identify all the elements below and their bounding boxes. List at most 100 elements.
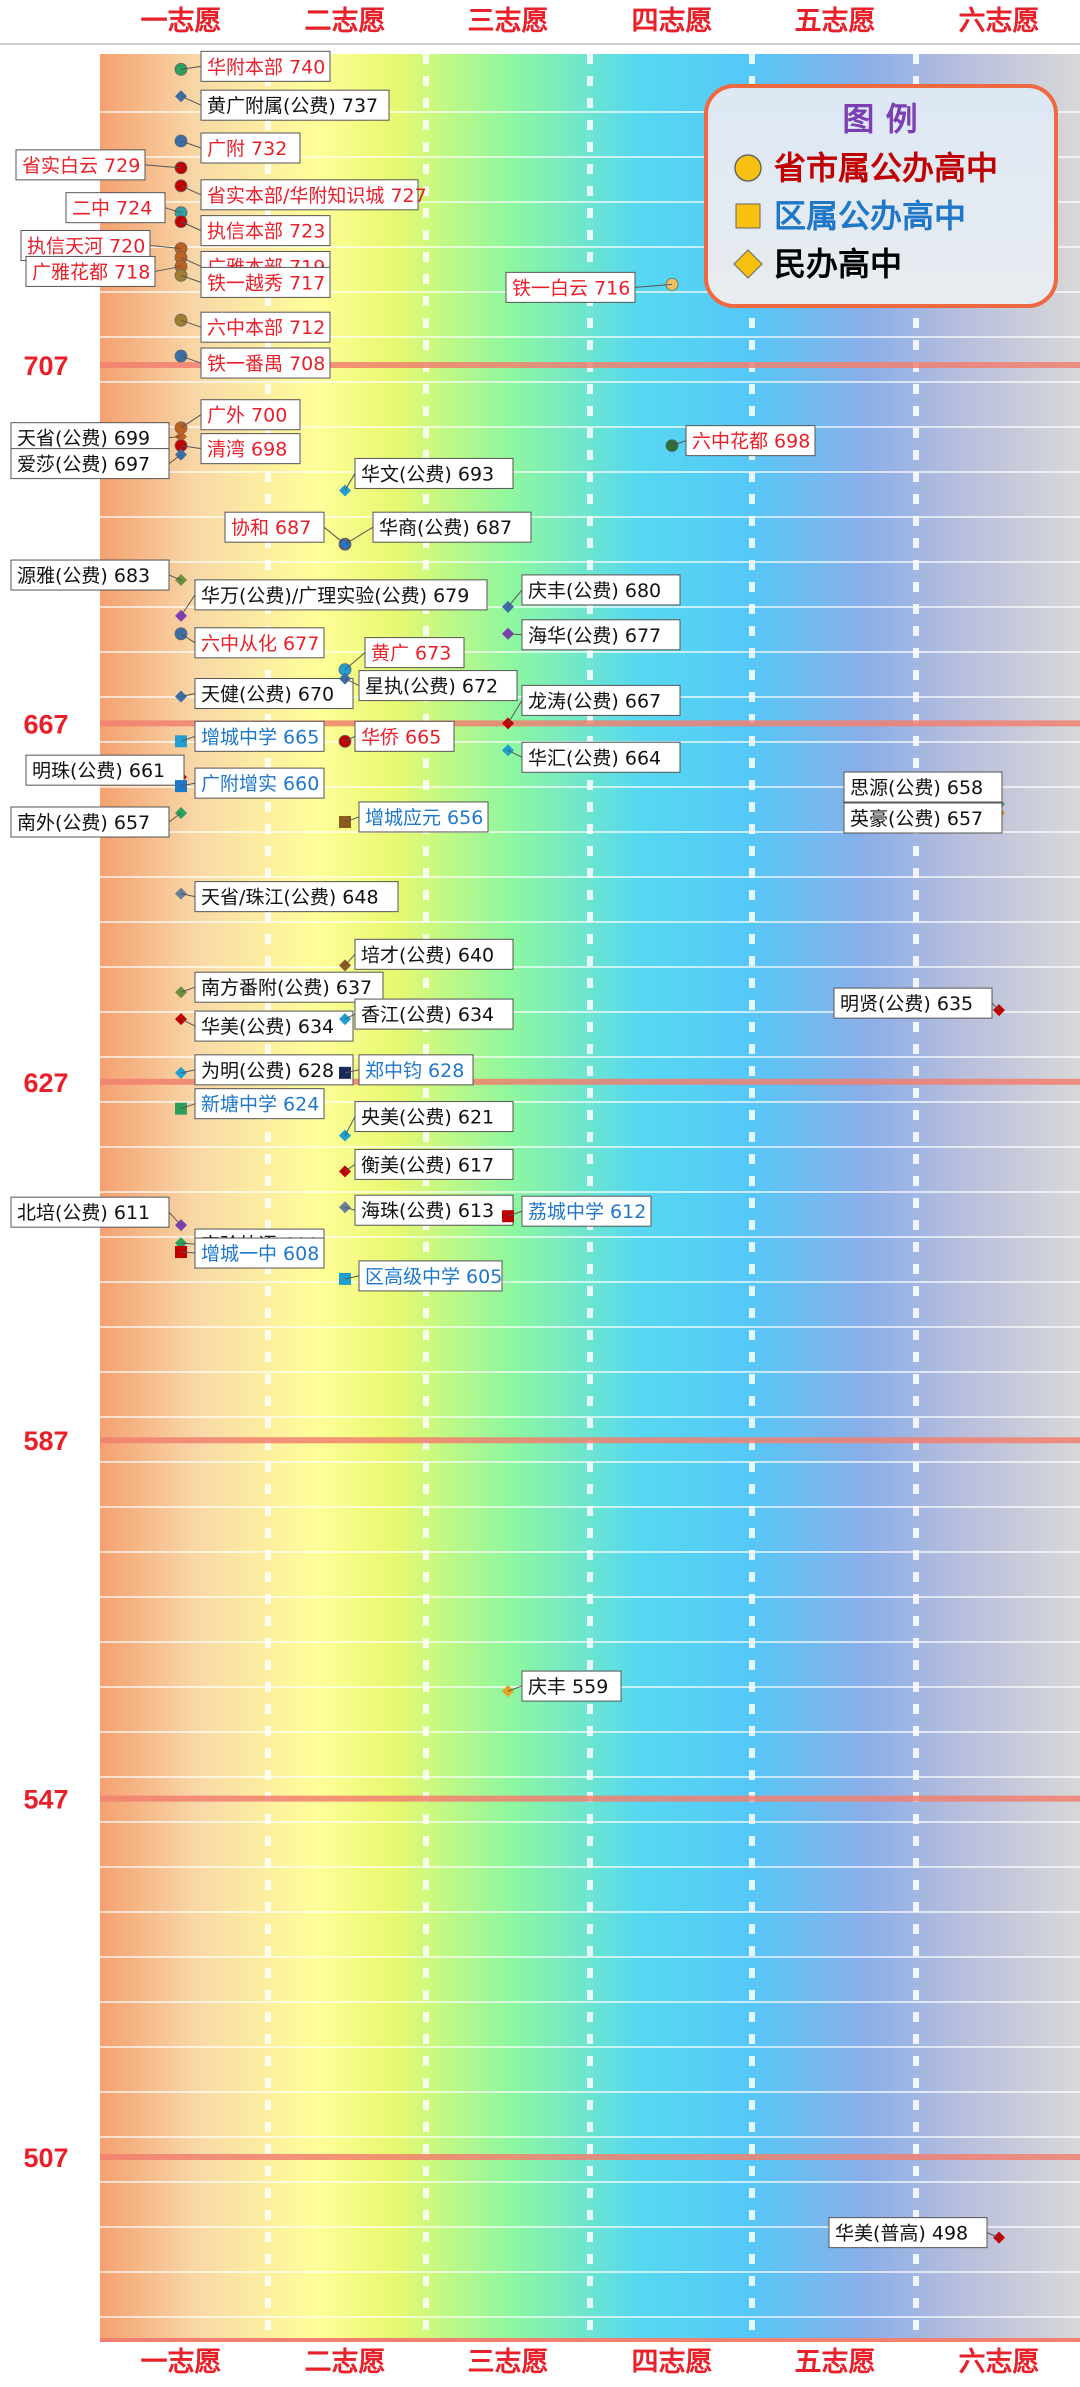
column-header-bottom: 六志愿 <box>959 2347 1040 2378</box>
point-label: 华侨 665 <box>361 726 441 748</box>
data-point: 华美(公费) 634 <box>175 1010 354 1042</box>
label-box <box>521 684 681 716</box>
label-leader-line <box>180 693 196 698</box>
point-label: 广附 732 <box>207 138 287 160</box>
data-point: 执信天河 720 <box>20 230 188 262</box>
legend-title: 图 例 <box>842 100 917 138</box>
label-box <box>200 132 301 164</box>
data-point: 清湾 698 <box>174 433 301 465</box>
data-point: 海珠(公费) 613 <box>339 1194 514 1226</box>
data-point: 广外 700 <box>174 399 301 435</box>
data-point: 铁一番禺 708 <box>174 347 331 379</box>
point-label: 铁一番禺 708 <box>207 353 325 375</box>
label-leader-line <box>507 589 523 608</box>
label-leader-line <box>507 1210 523 1217</box>
point-label: 协和 687 <box>231 517 311 539</box>
label-box <box>521 1670 622 1702</box>
label-leader-line <box>180 355 202 364</box>
label-leader-line <box>344 1013 356 1020</box>
label-leader-line <box>180 414 202 429</box>
point-label: 华美(普高) 498 <box>835 2223 968 2245</box>
label-leader-line <box>180 986 196 993</box>
data-point: 央美(公费) 621 <box>339 1101 514 1142</box>
point-label: 增城中学 665 <box>201 726 319 748</box>
point-label: 六中本部 712 <box>207 317 325 339</box>
point-label: 衡美(公费) 617 <box>361 1154 494 1176</box>
point-label: 天健(公费) 670 <box>201 684 334 706</box>
label-box <box>194 579 488 611</box>
column-header-top: 五志愿 <box>795 6 876 37</box>
label-box <box>65 192 166 224</box>
label-box <box>521 574 681 606</box>
point-label: 增城应元 656 <box>365 807 483 829</box>
point-label: 执信本部 723 <box>207 221 325 243</box>
label-leader-line <box>168 1211 182 1226</box>
data-point: 庆丰 559 <box>502 1670 622 1702</box>
label-leader-line <box>180 1069 196 1074</box>
point-label: 星执(公费) 672 <box>365 676 498 698</box>
point-label: 省实本部/华附知识城 727 <box>207 185 427 207</box>
label-box <box>15 149 146 181</box>
label-leader-line <box>168 574 182 581</box>
data-point: 思源(公费) 658 <box>843 771 1005 811</box>
y-tick-label: 507 <box>23 2143 68 2173</box>
point-label: 源雅(公费) 683 <box>17 565 150 587</box>
label-box <box>521 619 681 651</box>
y-tick-label: 627 <box>23 1068 68 1098</box>
label-leader-line <box>180 319 202 328</box>
label-leader-line <box>180 1251 196 1254</box>
point-label: 二中 724 <box>72 198 152 220</box>
legend-box <box>704 84 1058 308</box>
legend-label: 民办高中 <box>774 245 902 283</box>
data-point: 荔城中学 612 <box>502 1195 652 1227</box>
data-point: 广附增实 660 <box>175 767 325 799</box>
point-label: 为明(公费) 628 <box>201 1060 334 1082</box>
point-label: 铁一越秀 717 <box>207 272 325 294</box>
label-leader-line <box>344 1069 360 1074</box>
label-box <box>354 457 514 489</box>
point-label: 省实白云 729 <box>22 155 140 177</box>
label-box <box>194 1010 354 1042</box>
label-leader-line <box>344 735 356 742</box>
label-box <box>200 50 331 82</box>
column-header-top: 一志愿 <box>141 6 222 37</box>
point-label: 华附本部 740 <box>207 56 325 78</box>
point-label: 新塘中学 624 <box>201 1094 319 1116</box>
label-box <box>194 971 384 1003</box>
label-leader-line <box>634 283 673 288</box>
data-point: 铁一白云 716 <box>505 271 679 303</box>
legend-circle-icon <box>734 154 762 182</box>
label-leader-line <box>991 1002 1000 1011</box>
label-box <box>354 720 455 752</box>
label-leader-line <box>168 454 182 465</box>
data-point: 明贤(公费) 635 <box>833 987 1005 1019</box>
point-label: 龙涛(公费) 667 <box>528 690 661 712</box>
data-point: 龙涛(公费) 667 <box>502 684 681 730</box>
column-header-bottom: 一志愿 <box>141 2347 222 2378</box>
data-point: 南外(公费) 657 <box>10 806 187 838</box>
data-point: 星执(公费) 672 <box>339 670 518 702</box>
data-point: 区高级中学 605 <box>339 1260 503 1292</box>
point-label: 增城一中 608 <box>201 1243 319 1265</box>
point-label: 明珠(公费) 661 <box>32 760 165 782</box>
point-label: 南外(公费) 657 <box>17 812 150 834</box>
data-point: 英豪(公费) 657 <box>843 802 1005 834</box>
point-label: 广附增实 660 <box>201 773 319 795</box>
point-label: 黄广 673 <box>371 643 451 665</box>
label-box <box>364 637 465 669</box>
column-header-bottom: 五志愿 <box>795 2347 876 2378</box>
data-point: 广附 732 <box>174 132 301 164</box>
label-leader-line <box>180 594 196 617</box>
label-box <box>10 559 170 591</box>
data-point: 六中从化 677 <box>174 627 325 659</box>
data-point: 六中本部 712 <box>174 311 331 343</box>
label-box <box>194 1088 325 1120</box>
column-header-bottom: 四志愿 <box>632 2347 713 2378</box>
data-point: 省实本部/华附知识城 727 <box>174 179 427 211</box>
label-box <box>358 1054 474 1086</box>
data-point: 省实白云 729 <box>15 149 188 181</box>
point-label: 北培(公费) 611 <box>17 1202 150 1224</box>
data-point: 郑中钧 628 <box>339 1054 474 1086</box>
point-label: 庆丰 559 <box>528 1676 608 1698</box>
